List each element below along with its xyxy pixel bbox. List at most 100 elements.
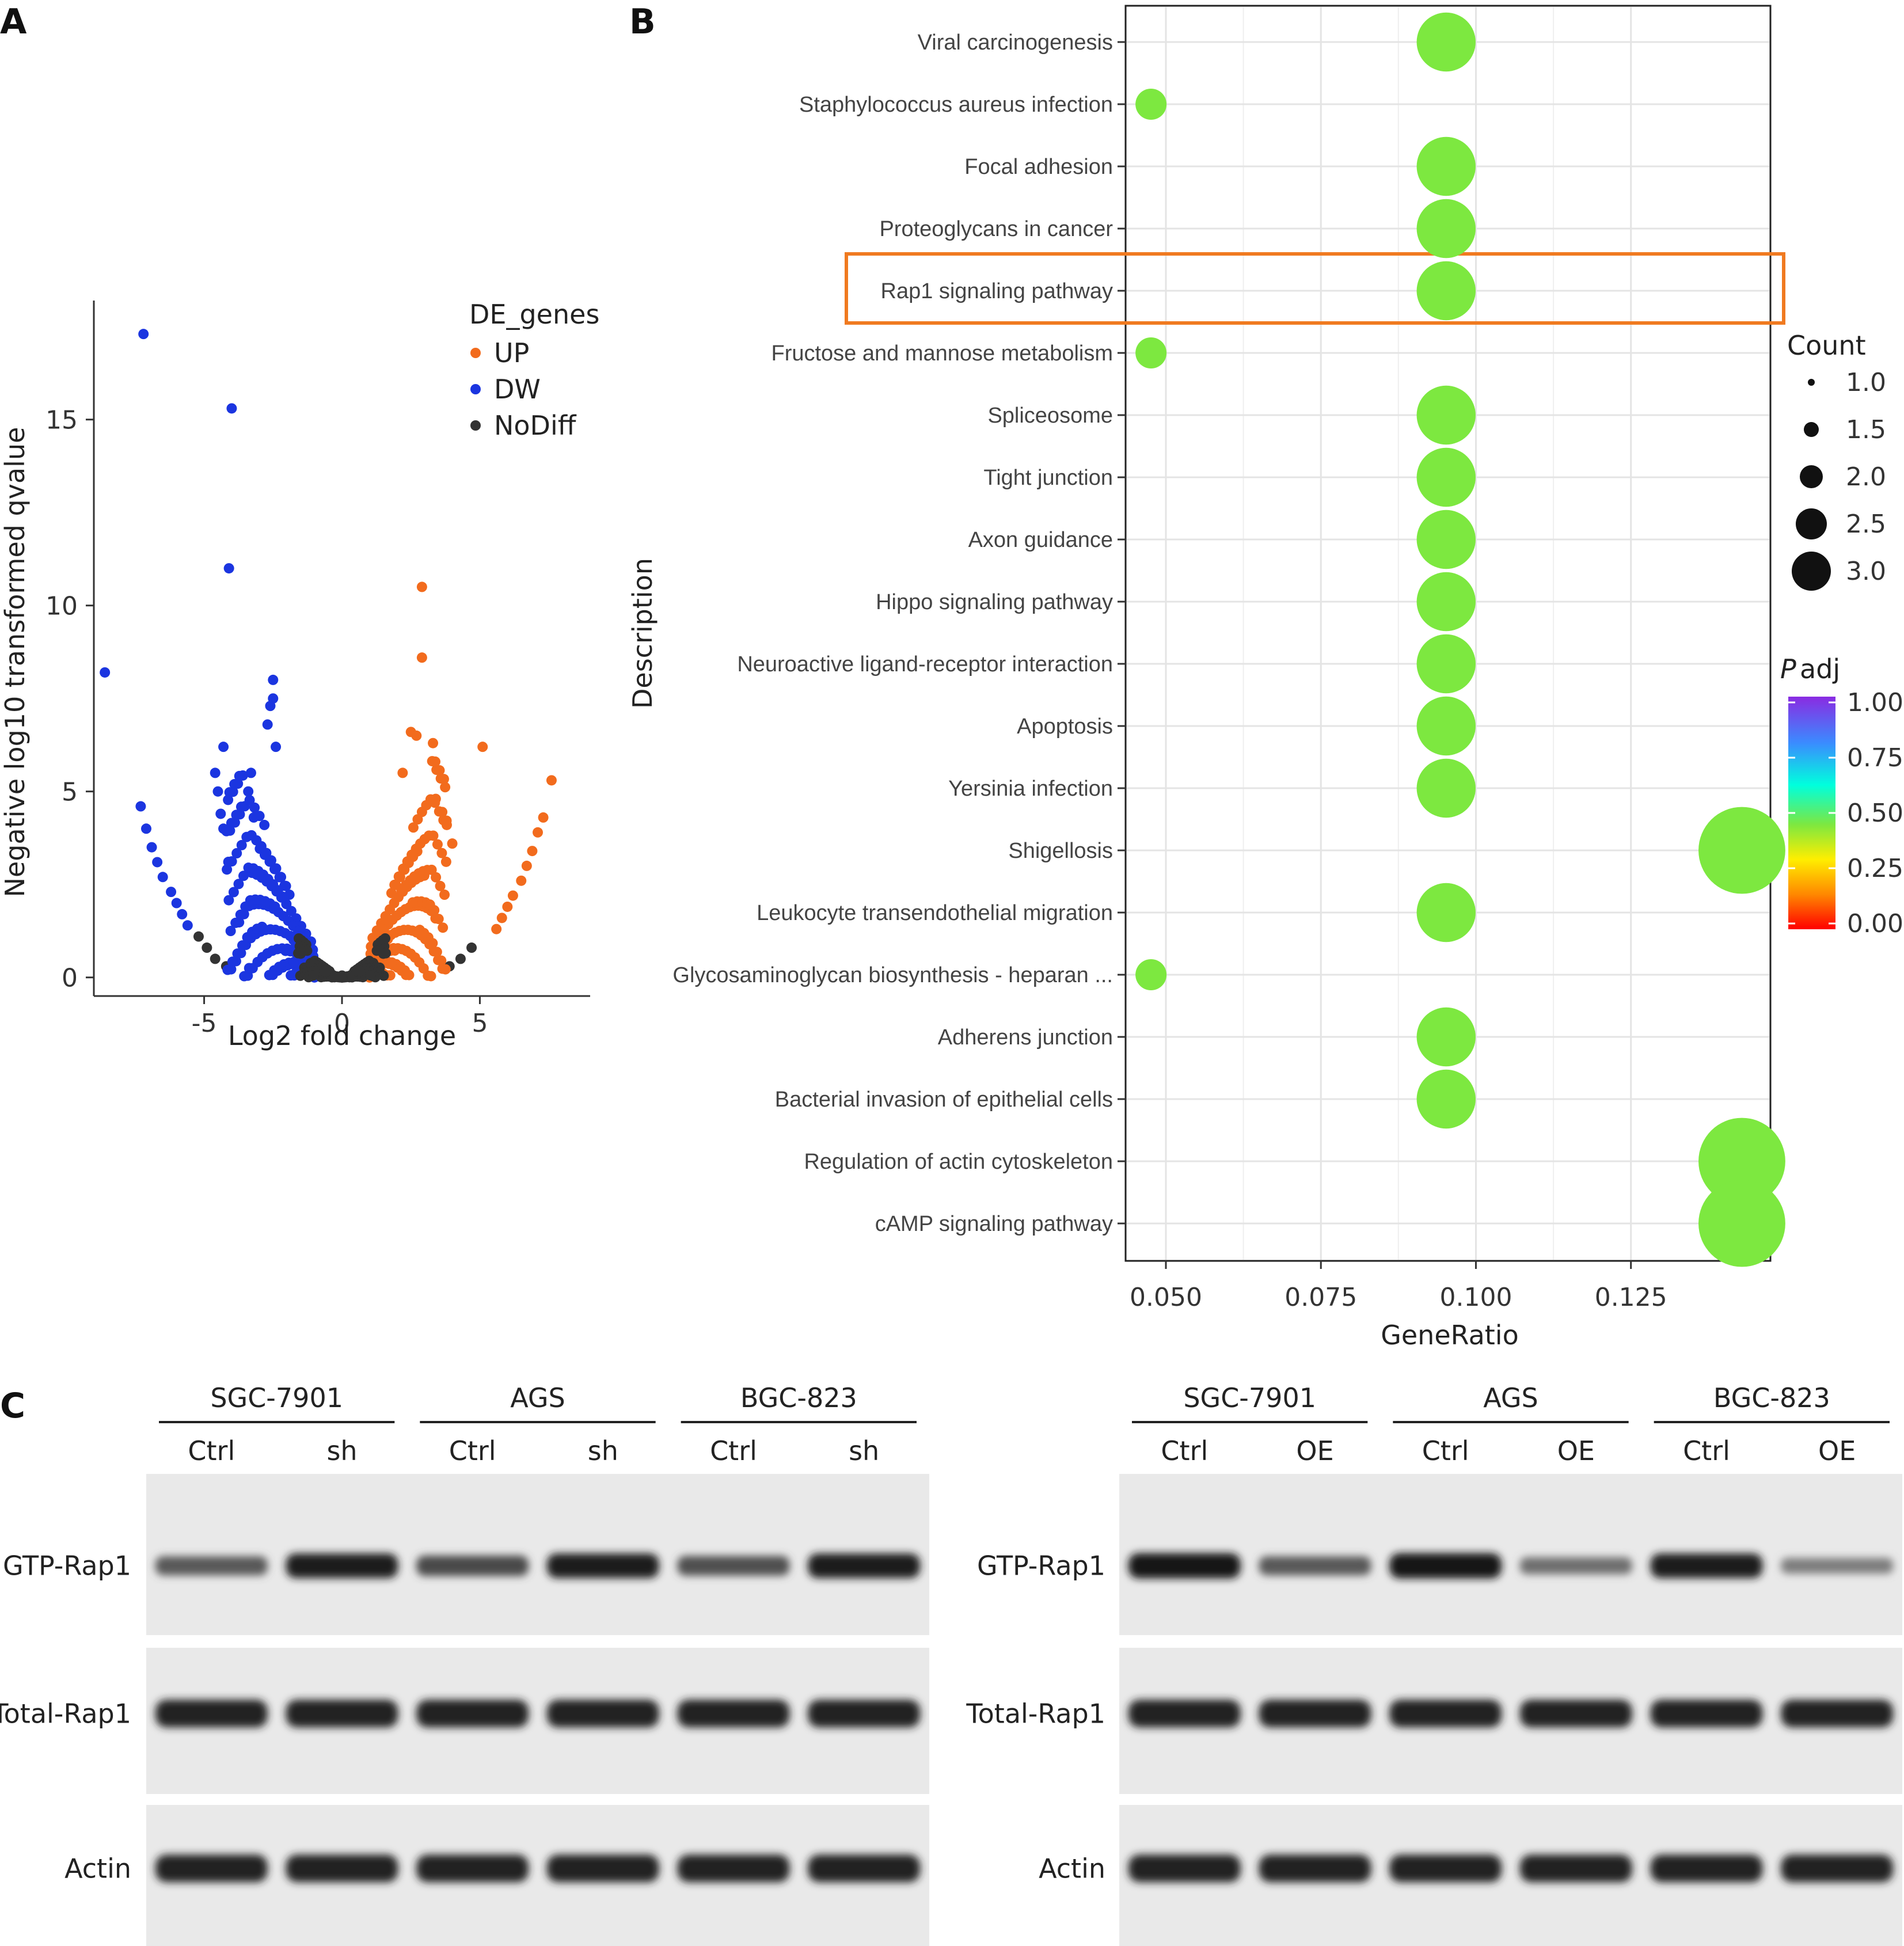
volcano-x-label: Log2 fold change <box>228 1020 456 1051</box>
volcano-point-dw <box>100 667 111 678</box>
volcano-point-dw <box>278 891 288 902</box>
dotplot-category-label: Adherens junction <box>938 1025 1113 1050</box>
count-legend-marker <box>1792 552 1831 591</box>
volcano-point-dw <box>218 742 229 752</box>
blot-membrane <box>1119 1805 1902 1946</box>
volcano-point-dw <box>232 948 243 959</box>
blot-band <box>1519 1557 1632 1575</box>
dotplot-category-label: Staphylococcus aureus infection <box>799 93 1113 117</box>
blot-band <box>416 1555 529 1576</box>
volcano-point-up <box>533 827 544 838</box>
volcano-point-dw <box>239 971 250 982</box>
dotplot-point <box>1416 261 1476 321</box>
blot-lane-label: Ctrl <box>1683 1435 1730 1466</box>
volcano-point-up <box>440 856 451 867</box>
blot-band <box>1389 1700 1502 1728</box>
volcano-point-dw <box>182 920 193 931</box>
dotplot-point <box>1416 1007 1476 1067</box>
blot-band <box>1259 1854 1371 1883</box>
blot-band <box>1389 1553 1502 1579</box>
volcano-point-dw <box>259 819 270 830</box>
panel-letter-b: B <box>629 2 656 42</box>
blot-band <box>1128 1700 1241 1728</box>
volcano-point-nodiff <box>210 953 221 964</box>
volcano-point-up <box>496 913 507 923</box>
dotplot-category-label: Bacterial invasion of epithelial cells <box>775 1088 1113 1112</box>
western-blot-overexpression: SGC-7901 AGS BGC-823 Ctrl OE Ctrl OE Ctrl OE GTP-… <box>966 1382 1902 1946</box>
panel-letter-c: C <box>0 1386 25 1426</box>
dotplot-x-label: GeneRatio <box>1381 1320 1519 1351</box>
blot-lane-label: Ctrl <box>1161 1435 1208 1466</box>
blot-lane-label: Ctrl <box>188 1435 235 1466</box>
dotplot-category-label: Tight junction <box>983 466 1113 490</box>
blot-band <box>1389 1854 1502 1883</box>
volcano-legend: DE_genes UP DW NoDiff <box>469 299 599 441</box>
volcano-point-dw <box>221 826 232 837</box>
blot-band <box>155 1854 268 1883</box>
legend-marker-dw <box>470 384 481 394</box>
volcano-point-dw <box>234 770 245 781</box>
volcano-point-up <box>440 782 451 793</box>
volcano-point-up <box>436 847 447 858</box>
highlight-box-rap1 <box>845 252 1785 325</box>
volcano-point-dw <box>166 887 177 898</box>
blot-row-label: Actin <box>1039 1853 1105 1884</box>
dotplot-point <box>1416 758 1476 818</box>
blot-band <box>808 1700 921 1728</box>
blot-band <box>1650 1854 1763 1883</box>
volcano-point-nodiff <box>335 972 346 983</box>
volcano-point-dw <box>231 847 242 858</box>
volcano-legend-title: DE_genes <box>469 299 599 330</box>
blot-band <box>416 1854 529 1883</box>
volcano-point-up <box>411 730 422 741</box>
volcano-point-dw <box>138 329 149 340</box>
blot-band <box>546 1553 659 1578</box>
blot-band <box>416 1700 529 1728</box>
volcano-point-dw <box>146 842 157 853</box>
dotplot-category-label: Rap1 signaling pathway <box>881 279 1113 303</box>
volcano-y-tick-label: 0 <box>62 964 78 993</box>
count-legend-label: 3.0 <box>1846 557 1886 586</box>
volcano-point-nodiff <box>466 942 477 953</box>
dotplot-x-tick-label: 0.050 <box>1130 1283 1202 1312</box>
count-legend-marker <box>1808 379 1815 386</box>
blot-row-label: Actin <box>64 1853 131 1884</box>
dotplot-point <box>1135 959 1167 990</box>
volcano-x-tick-label: 0 <box>334 1009 350 1038</box>
dotplot-point <box>1416 447 1476 507</box>
count-legend-marker <box>1796 508 1827 539</box>
blot-band <box>155 1556 268 1576</box>
dotplot-x-tick-label: 0.075 <box>1284 1283 1357 1312</box>
volcano-point-dw <box>268 674 279 685</box>
volcano-point-up <box>438 774 449 785</box>
dotplot-point <box>1416 385 1476 445</box>
dotplot-category-label: Neuroactive ligand-receptor interaction <box>737 652 1113 676</box>
volcano-point-up <box>414 925 425 936</box>
volcano-point-nodiff <box>365 970 376 981</box>
blot-band <box>677 1700 790 1728</box>
dotplot-category-label: Yersinia infection <box>948 777 1113 801</box>
volcano-point-dw <box>223 857 234 868</box>
volcano-point-dw <box>177 909 188 919</box>
volcano-point-dw <box>235 801 246 812</box>
padj-tick-label: 0.00 <box>1847 909 1903 938</box>
dotplot-point <box>1135 89 1167 120</box>
volcano-point-up <box>425 971 436 982</box>
volcano-point-dw <box>257 921 268 932</box>
blot-membrane <box>146 1805 929 1946</box>
dotplot-point <box>1698 1118 1785 1205</box>
volcano-point-dw <box>269 901 280 912</box>
volcano-point-dw <box>223 563 234 574</box>
volcano-point-nodiff <box>371 945 382 956</box>
legend-marker-up <box>470 348 481 358</box>
dotplot-x-tick-label: 0.100 <box>1439 1283 1512 1312</box>
dotplot-category-label: Regulation of actin cytoskeleton <box>804 1150 1113 1174</box>
volcano-point-dw <box>226 403 237 414</box>
volcano-point-dw <box>286 906 297 917</box>
dotplot-category-label: Proteoglycans in cancer <box>879 217 1113 241</box>
dotplot-category-label: Leukocyte transendothelial migration <box>757 901 1113 925</box>
blot-band <box>677 1854 790 1883</box>
count-legend: Count 1.0 1.5 2.0 2.5 3.0 <box>1787 330 1886 591</box>
volcano-point-up <box>434 765 445 776</box>
blot-band <box>1519 1700 1632 1728</box>
